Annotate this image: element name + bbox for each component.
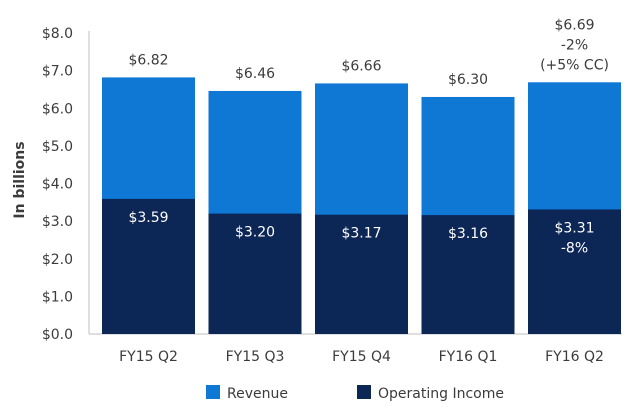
operating-income-data-label: -8% [561,240,588,256]
x-category-label: FY15 Q4 [332,349,391,365]
operating-income-bar [102,198,195,334]
legend-label: Operating Income [378,386,504,402]
revenue-data-label: $6.82 [128,52,168,68]
revenue-data-label: -2% [561,37,588,53]
y-tick-label: $7.0 [42,64,73,80]
operating-income-bar [528,209,621,334]
operating-income-data-label: $3.59 [128,210,168,226]
legend-label: Revenue [227,386,288,402]
y-tick-label: $1.0 [42,289,73,305]
revenue-data-label: $6.66 [341,58,381,74]
legend: Revenue Operating Income [206,385,504,402]
y-tick-label: $3.0 [42,214,73,230]
x-category-label: FY16 Q2 [545,349,604,365]
x-category-label: FY15 Q2 [119,349,178,365]
y-tick-label: $8.0 [42,26,73,42]
y-axis-ticks: $0.0 $1.0 $2.0 $3.0 $4.0 $5.0 $6.0 $7.0 $8.0 [42,26,73,343]
x-category-label: FY16 Q1 [439,349,498,365]
y-tick-label: $2.0 [42,252,73,268]
x-category-label: FY15 Q3 [226,349,285,365]
y-tick-label: $6.0 [42,101,73,117]
y-tick-label: $0.0 [42,327,73,343]
bar-group: $6.82 $3.59 $6.46 $3.20 $6.66 $3.17 $6.30 $3.16… [102,17,621,335]
y-tick-label: $4.0 [42,177,73,193]
legend-swatch [206,385,220,399]
legend-item-operating-income: Operating Income [357,385,504,402]
x-axis-categories: FY15 Q2 FY15 Q3 FY15 Q4 FY16 Q1 FY16 Q2 [119,349,604,365]
revenue-data-label: (+5% CC) [540,57,609,73]
legend-item-revenue: Revenue [206,385,288,402]
operating-income-data-label: $3.31 [554,220,594,236]
y-tick-label: $5.0 [42,139,73,155]
revenue-data-label: $6.30 [448,72,488,88]
operating-income-bar [208,213,302,334]
revenue-data-label: $6.46 [235,66,275,82]
operating-income-bar [421,215,515,334]
legend-swatch [357,385,371,399]
operating-income-data-label: $3.20 [235,225,275,241]
revenue-data-label: $6.69 [554,17,594,33]
y-axis-label: In billions [12,141,28,218]
operating-income-bar [315,214,408,334]
operating-income-data-label: $3.16 [448,226,488,242]
operating-income-data-label: $3.17 [341,226,381,242]
